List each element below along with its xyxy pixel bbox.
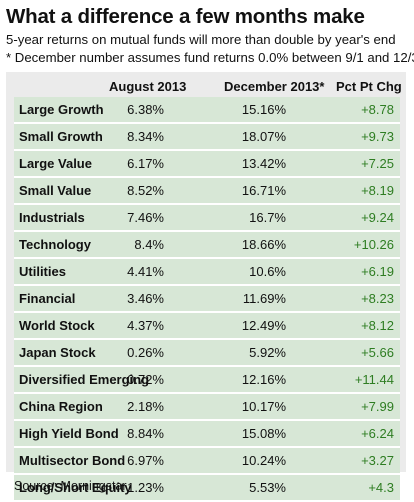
pct-pt-change-value: +6.24	[361, 426, 394, 441]
table-row: Utilities 4.41% 10.6% +6.19	[14, 259, 400, 286]
row-label: Long/Short Equity	[19, 480, 132, 495]
pct-pt-change-value: +4.3	[368, 480, 394, 495]
table-row: World Stock 4.37% 12.49% +8.12	[14, 313, 400, 340]
december-2013-value: 13.42%	[241, 156, 286, 171]
row-label: Japan Stock	[19, 345, 96, 360]
row-label: Large Growth	[19, 102, 104, 117]
december-2013-value: 10.24%	[241, 453, 286, 468]
august-2013-value: 0.72%	[127, 372, 164, 387]
row-label: World Stock	[19, 318, 95, 333]
august-2013-value: 4.37%	[127, 318, 164, 333]
table-row: Financial 3.46% 11.69% +8.23	[14, 286, 400, 313]
pct-pt-change-value: +8.12	[361, 318, 394, 333]
table-panel: August 2013 December 2013* Pct Pt Chg La…	[6, 72, 406, 502]
december-2013-value: 18.66%	[241, 237, 286, 252]
row-label: Utilities	[19, 264, 66, 279]
row-label: Industrials	[19, 210, 85, 225]
pct-pt-change-value: +6.19	[361, 264, 394, 279]
chart-footnote: * December number assumes fund returns 0…	[6, 50, 414, 65]
august-2013-value: 8.52%	[127, 183, 164, 198]
row-label: Technology	[19, 237, 91, 252]
december-2013-value: 12.16%	[241, 372, 286, 387]
august-2013-value: 3.46%	[127, 291, 164, 306]
december-2013-value: 5.92%	[249, 345, 286, 360]
august-2013-value: 8.34%	[127, 129, 164, 144]
august-2013-value: 6.38%	[127, 102, 164, 117]
table-row: China Region 2.18% 10.17% +7.99	[14, 394, 400, 421]
december-2013-value: 16.7%	[249, 210, 286, 225]
august-2013-value: 0.26%	[127, 345, 164, 360]
table-row: Small Value 8.52% 16.71% +8.19	[14, 178, 400, 205]
chart-subtitle: 5-year returns on mutual funds will more…	[6, 32, 396, 47]
august-2013-value: 2.18%	[127, 399, 164, 414]
column-header-august: August 2013	[109, 79, 187, 94]
source-note: Source: Morningstar	[14, 479, 127, 493]
pct-pt-change-value: +9.73	[361, 129, 394, 144]
column-header-december: December 2013*	[224, 79, 325, 94]
table-row: Multisector Bond 6.97% 10.24% +3.27	[14, 448, 400, 475]
column-header-pct-pt-chg: Pct Pt Chg	[336, 79, 402, 94]
december-2013-value: 15.08%	[241, 426, 286, 441]
table-row: Technology 8.4% 18.66% +10.26	[14, 232, 400, 259]
august-2013-value: 7.46%	[127, 210, 164, 225]
august-2013-value: 1.23%	[127, 480, 164, 495]
december-2013-value: 11.69%	[242, 291, 286, 306]
pct-pt-change-value: +7.25	[361, 156, 394, 171]
august-2013-value: 8.84%	[127, 426, 164, 441]
row-label: Small Value	[19, 183, 92, 198]
table-row: Industrials 7.46% 16.7% +9.24	[14, 205, 400, 232]
table-row: Large Growth 6.38% 15.16% +8.78	[14, 97, 400, 124]
pct-pt-change-value: +8.19	[361, 183, 394, 198]
row-label: Financial	[19, 291, 76, 306]
pct-pt-change-value: +3.27	[361, 453, 394, 468]
table-row: Small Growth 8.34% 18.07% +9.73	[14, 124, 400, 151]
pct-pt-change-value: +7.99	[361, 399, 394, 414]
row-label: High Yield Bond	[19, 426, 119, 441]
december-2013-value: 16.71%	[241, 183, 286, 198]
pct-pt-change-value: +9.24	[361, 210, 394, 225]
august-2013-value: 8.4%	[134, 237, 164, 252]
december-2013-value: 18.07%	[241, 129, 286, 144]
table-row: Large Value 6.17% 13.42% +7.25	[14, 151, 400, 178]
december-2013-value: 15.16%	[241, 102, 286, 117]
august-2013-value: 6.97%	[127, 453, 164, 468]
august-2013-value: 4.41%	[127, 264, 164, 279]
table-body: Large Growth 6.38% 15.16% +8.78 Small Growth…	[14, 97, 400, 502]
row-label: Diversified Emerging	[19, 372, 150, 387]
row-label: China Region	[19, 399, 103, 414]
table-row: Long/Short Equity 1.23% 5.53% +4.3	[14, 475, 400, 502]
pct-pt-change-value: +8.23	[361, 291, 394, 306]
row-label: Large Value	[19, 156, 92, 171]
row-label: Small Growth	[19, 129, 103, 144]
table-row: High Yield Bond 8.84% 15.08% +6.24	[14, 421, 400, 448]
december-2013-value: 5.53%	[249, 480, 286, 495]
december-2013-value: 10.6%	[249, 264, 286, 279]
row-label: Multisector Bond	[19, 453, 126, 468]
table-row: Japan Stock 0.26% 5.92% +5.66	[14, 340, 400, 367]
pct-pt-change-value: +5.66	[361, 345, 394, 360]
pct-pt-change-value: +11.44	[354, 372, 394, 387]
december-2013-value: 12.49%	[241, 318, 286, 333]
chart-title: What a difference a few months make	[6, 5, 365, 28]
table-row: Diversified Emerging 0.72% 12.16% +11.44	[14, 367, 400, 394]
pct-pt-change-value: +8.78	[361, 102, 394, 117]
pct-pt-change-value: +10.26	[353, 237, 394, 252]
december-2013-value: 10.17%	[241, 399, 286, 414]
august-2013-value: 6.17%	[127, 156, 164, 171]
